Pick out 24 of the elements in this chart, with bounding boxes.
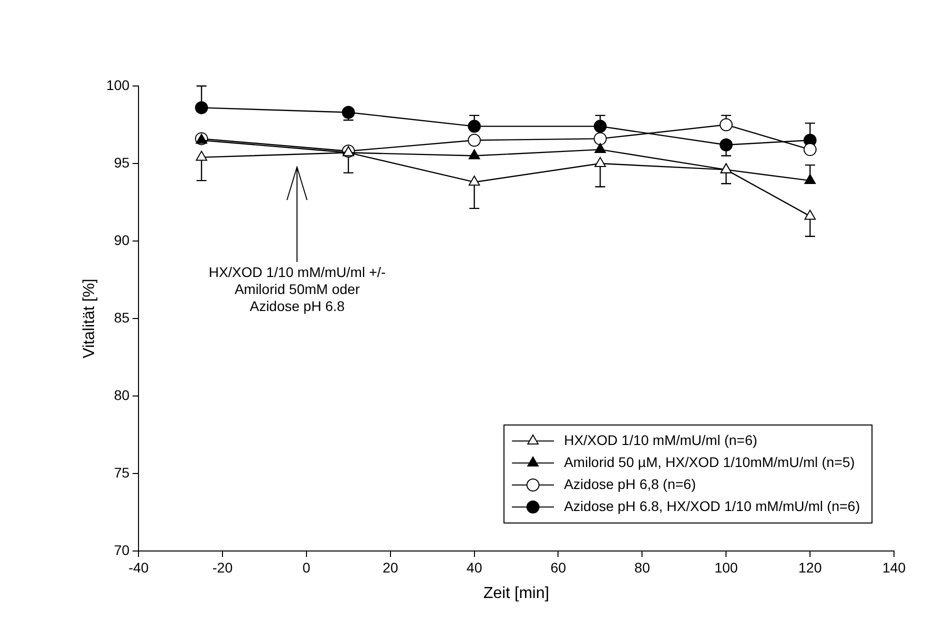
y-tick-label: 95 [114, 154, 130, 170]
x-tick-label: -20 [212, 559, 233, 576]
y-tick-label: 90 [114, 232, 130, 248]
y-tick-label: 100 [106, 76, 130, 93]
legend-label: Amilorid 50 µM, HX/XOD 1/10mM/mU/ml (n=5) [564, 454, 855, 470]
x-tick-label: 100 [714, 559, 738, 576]
y-axis-title: Vitalität [%] [81, 278, 98, 358]
x-tick-label: 120 [798, 559, 822, 576]
annotation: HX/XOD 1/10 mM/mU/ml +/- Amilorid 50mM oder Azidose pH 6.8 [208, 264, 386, 314]
y-tick-label: 70 [114, 542, 130, 558]
x-tick-label: 40 [466, 559, 482, 576]
legend-label: HX/XOD 1/10 mM/mU/ml (n=6) [564, 432, 758, 448]
y-tick-label: 85 [114, 309, 130, 326]
legend-label: Azidose pH 6.8, HX/XOD 1/10 mM/mU/ml (n=6) [564, 498, 860, 514]
legend-label: Azidose pH 6,8 (n=6) [564, 476, 696, 492]
x-tick-label: 60 [550, 559, 566, 576]
x-tick-label: 0 [302, 559, 311, 576]
x-tick-label: 80 [634, 559, 650, 576]
x-tick-label: -40 [128, 559, 149, 576]
x-tick-label: 20 [382, 559, 398, 576]
y-tick-label: 75 [114, 464, 130, 480]
y-tick-label: 80 [114, 386, 130, 403]
x-axis-title: Zeit [min] [483, 584, 550, 602]
x-tick-label: 140 [882, 559, 906, 576]
